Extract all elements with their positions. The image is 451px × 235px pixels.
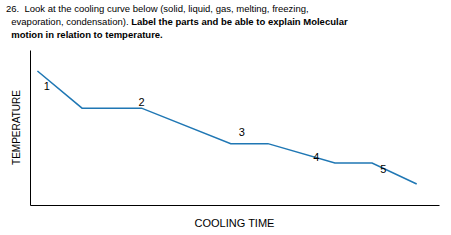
plot: 1 2 3 4 5 bbox=[31, 51, 440, 206]
title: Label the parts and be able to explain M… bbox=[131, 16, 348, 27]
annotation: 5 bbox=[380, 163, 386, 175]
annotation: 2 bbox=[138, 96, 144, 108]
annotation: 3 bbox=[239, 126, 245, 138]
chart: 26. Look at the cooling curve below (sol… bbox=[0, 0, 451, 235]
annotation: 4 bbox=[313, 151, 319, 163]
title: 26. Look at the cooling curve below (sol… bbox=[6, 3, 309, 14]
annotation: 1 bbox=[44, 80, 50, 92]
annotations: 1 2 3 4 5 bbox=[44, 80, 387, 175]
title: evaporation, condensation). bbox=[6, 16, 131, 27]
y-axis-title: TEMPERATURE bbox=[11, 90, 22, 165]
y-axis bbox=[30, 51, 31, 206]
line bbox=[37, 71, 416, 184]
title: motion in relation to temperature. bbox=[6, 29, 163, 40]
x-axis-title: COOLING TIME bbox=[195, 217, 275, 229]
x-axis bbox=[31, 205, 440, 206]
axis-line bbox=[30, 51, 31, 206]
axis-line bbox=[31, 205, 440, 206]
marks bbox=[37, 71, 416, 184]
